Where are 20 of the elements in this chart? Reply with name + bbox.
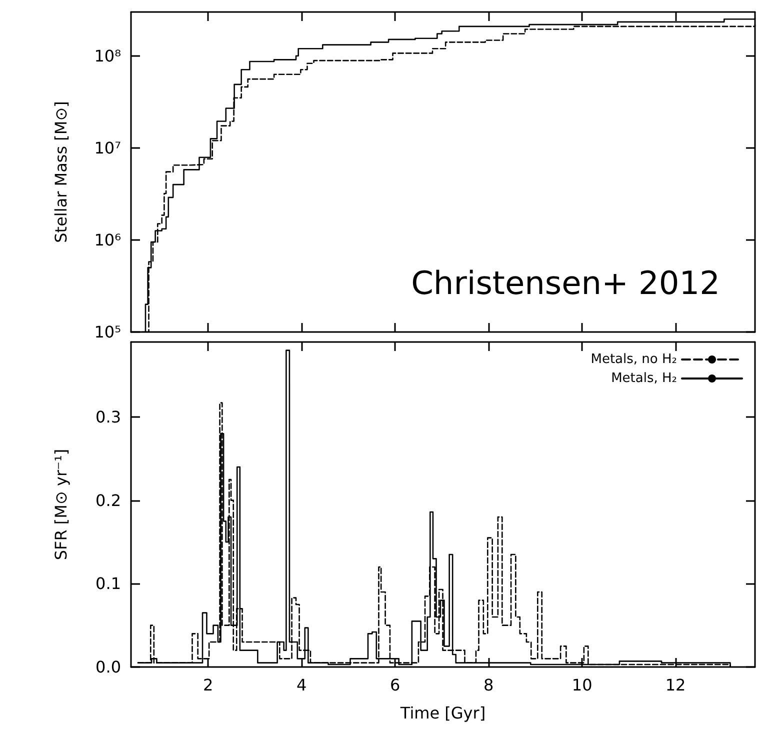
legend-label: Metals, H₂ <box>611 371 677 386</box>
x-tick-label: 8 <box>483 676 494 694</box>
y-axis-title: Stellar Mass [M⊙] <box>52 101 70 243</box>
annotation: Christensen+ 2012 <box>411 264 720 302</box>
x-tick-label: 10 <box>572 676 592 694</box>
y-tick-label: 10⁵ <box>94 322 121 342</box>
y-tick-label: 10⁸ <box>94 46 121 66</box>
y-tick-label: 10⁶ <box>94 230 121 250</box>
x-tick-label: 4 <box>296 676 307 694</box>
y-tick-label: 10⁷ <box>94 138 121 158</box>
x-tick-label: 6 <box>390 676 400 694</box>
y-tick-label: 0.1 <box>96 574 121 594</box>
x-axis-title: Time [Gyr] <box>399 704 486 722</box>
legend-label: Metals, no H₂ <box>590 352 677 367</box>
x-tick-label: 12 <box>665 676 686 694</box>
y-tick-label: 0.3 <box>96 408 121 426</box>
y-axis-title: SFR [M⊙ yr⁻¹] <box>52 448 70 560</box>
x-tick-label: 2 <box>203 676 214 694</box>
y-tick-label: 0.2 <box>96 490 121 510</box>
y-tick-label: 0.0 <box>96 658 121 676</box>
